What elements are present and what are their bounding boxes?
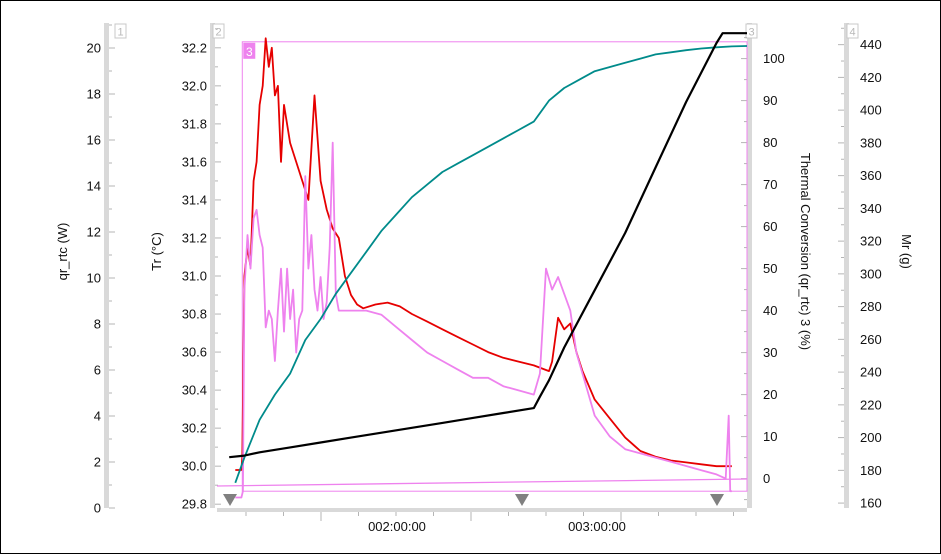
tick-label-qr: 0 — [94, 501, 101, 516]
tick-label-mr: 240 — [860, 365, 882, 380]
axis-bar-tr — [210, 23, 215, 508]
axis-index-label: 4 — [849, 27, 855, 39]
axis-index-box-conv — [745, 23, 758, 39]
tick-label-tr: 31.8 — [182, 116, 207, 131]
tick-label-mr: 280 — [860, 299, 882, 314]
x-tick-label: 002:00:00 — [368, 519, 426, 534]
axis-index-label: 2 — [215, 27, 221, 39]
tick-label-mr: 260 — [860, 332, 882, 347]
tick-label-mr: 300 — [860, 266, 882, 281]
series-line-2 — [234, 45, 748, 484]
axis-index-label: 1 — [117, 27, 123, 39]
tick-label-tr: 30.4 — [182, 383, 207, 398]
axis-bar-qr — [104, 23, 109, 508]
axis-bar-mr — [844, 23, 849, 508]
tick-label-qr: 14 — [87, 179, 101, 194]
tick-label-conv: 30 — [763, 345, 777, 360]
tick-label-qr: 20 — [87, 41, 101, 56]
integration-box-tag — [243, 42, 256, 59]
tick-label-tr: 32.2 — [182, 40, 207, 55]
tick-label-mr: 200 — [860, 430, 882, 445]
tick-label-mr: 220 — [860, 397, 882, 412]
tick-label-mr: 180 — [860, 463, 882, 478]
event-marker — [710, 494, 724, 506]
axis-index-box-qr — [114, 23, 127, 39]
tick-label-mr: 400 — [860, 103, 882, 118]
tick-label-tr: 29.8 — [182, 497, 207, 512]
series-line-1 — [235, 141, 732, 499]
tick-label-mr: 440 — [860, 37, 882, 52]
tick-label-mr: 420 — [860, 70, 882, 85]
axis-title-conv: Thermal Conversion (qr_rtc) 3 (%) — [798, 153, 813, 350]
tick-label-tr: 31.4 — [182, 192, 207, 207]
tick-label-mr: 160 — [860, 496, 882, 511]
tick-label-tr: 31.2 — [182, 230, 207, 245]
tick-label-qr: 4 — [94, 409, 101, 424]
x-axis-bar — [217, 508, 747, 512]
tick-label-tr: 31.6 — [182, 154, 207, 169]
tick-label-qr: 12 — [87, 225, 101, 240]
tick-label-conv: 20 — [763, 387, 777, 402]
tick-label-tr: 31.0 — [182, 269, 207, 284]
tick-label-mr: 360 — [860, 168, 882, 183]
tick-label-conv: 50 — [763, 261, 777, 276]
tick-label-tr: 30.6 — [182, 345, 207, 360]
tick-label-tr: 30.2 — [182, 421, 207, 436]
tick-label-mr: 340 — [860, 201, 882, 216]
tick-label-tr: 30.0 — [182, 459, 207, 474]
series-line-0 — [235, 37, 732, 471]
tick-label-conv: 70 — [763, 177, 777, 192]
tick-label-tr: 30.8 — [182, 307, 207, 322]
axis-index-box-mr — [846, 23, 859, 39]
tick-label-mr: 380 — [860, 135, 882, 150]
axis-title-qr: qr_rtc (W) — [55, 223, 70, 281]
tick-label-qr: 2 — [94, 455, 101, 470]
event-marker — [223, 494, 237, 506]
tick-label-conv: 0 — [763, 471, 770, 486]
tick-label-conv: 40 — [763, 303, 777, 318]
tick-label-qr: 6 — [94, 363, 101, 378]
tick-label-mr: 320 — [860, 234, 882, 249]
tick-label-qr: 16 — [87, 133, 101, 148]
axis-index-label: 3 — [748, 27, 754, 39]
axis-index-box-tr — [212, 23, 225, 39]
series-line-3 — [229, 32, 747, 459]
x-axis: 002:00:00 003:00:00 — [217, 494, 747, 534]
tick-label-qr: 10 — [87, 271, 101, 286]
tick-label-conv: 90 — [763, 93, 777, 108]
integration-box — [241, 41, 748, 492]
tick-label-tr: 32.0 — [182, 78, 207, 93]
baseline-line — [216, 478, 748, 487]
integration-box-label: 3 — [246, 45, 253, 59]
axis-title-tr: Tr (°C) — [149, 232, 164, 271]
tick-label-conv: 60 — [763, 219, 777, 234]
x-tick-label: 003:00:00 — [568, 519, 626, 534]
tick-label-conv: 80 — [763, 135, 777, 150]
plot-layer: 3 — [216, 32, 748, 499]
tick-label-qr: 8 — [94, 317, 101, 332]
axis-bar-conv — [747, 23, 752, 508]
axis-title-mr: Mr (g) — [899, 234, 914, 269]
tick-label-qr: 18 — [87, 87, 101, 102]
event-marker — [515, 494, 529, 506]
tick-label-conv: 100 — [763, 51, 785, 66]
tick-label-conv: 10 — [763, 429, 777, 444]
